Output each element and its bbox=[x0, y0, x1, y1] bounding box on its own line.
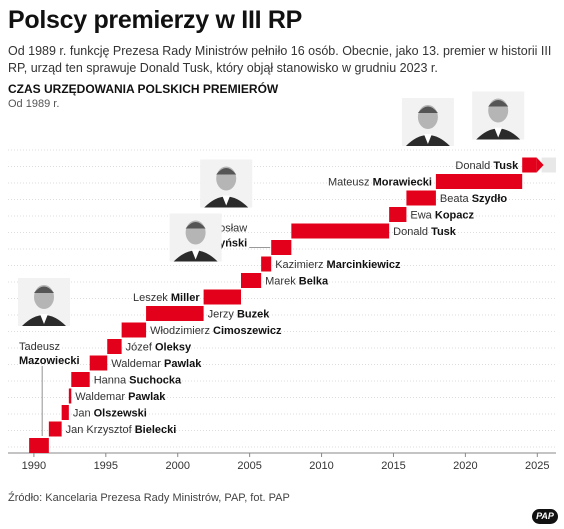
premier-label: Józef Oleksy bbox=[126, 342, 192, 354]
premier-label: Waldemar Pawlak bbox=[75, 391, 166, 403]
premier-label: Hanna Suchocka bbox=[94, 375, 182, 387]
premier-label: Ewa Kopacz bbox=[410, 210, 474, 222]
x-tick-label: 2005 bbox=[237, 460, 261, 472]
term-bar bbox=[61, 405, 69, 420]
term-bar bbox=[271, 240, 292, 255]
page-subtitle: Od 1989 r. funkcję Prezesa Rady Ministró… bbox=[8, 44, 552, 75]
premier-label: Beata Szydło bbox=[440, 193, 508, 205]
chart-title: CZAS URZĘDOWANIA POLSKICH PREMIERÓW bbox=[8, 82, 279, 96]
premier-label: Marek Belka bbox=[265, 276, 329, 288]
x-tick-label: 2000 bbox=[165, 460, 189, 472]
chart-subtitle: Od 1989 r. bbox=[8, 98, 60, 110]
x-tick-label: 2025 bbox=[525, 460, 549, 472]
premier-label: Kazimierz Marcinkiewicz bbox=[275, 259, 401, 271]
term-bar bbox=[406, 190, 436, 206]
x-tick-label: 2015 bbox=[381, 460, 405, 472]
term-bar bbox=[89, 355, 108, 371]
page-title: Polscy premierzy w III RP bbox=[8, 6, 303, 34]
portrait-photo bbox=[18, 278, 70, 326]
premier-label: Włodzimierz Cimoszewicz bbox=[150, 325, 282, 337]
term-bar bbox=[48, 421, 62, 437]
premier-bars bbox=[29, 157, 556, 453]
ongoing-term bbox=[541, 157, 556, 173]
premier-label: Donald Tusk bbox=[393, 226, 457, 238]
premier-label: Tadeusz bbox=[19, 341, 60, 353]
portrait-photo bbox=[472, 91, 525, 140]
premier-label-last: Mazowiecki bbox=[19, 355, 80, 367]
term-bar bbox=[146, 306, 204, 321]
term-bar bbox=[435, 174, 523, 189]
term-bar bbox=[121, 322, 147, 338]
term-bar bbox=[389, 207, 407, 222]
premier-label: Mateusz Morawiecki bbox=[328, 177, 432, 189]
premier-label: Leszek Miller bbox=[133, 292, 200, 304]
x-tick-label: 2010 bbox=[309, 460, 333, 472]
term-bar bbox=[68, 388, 72, 404]
term-bar bbox=[291, 223, 390, 239]
term-bar bbox=[241, 273, 262, 288]
x-tick-label: 2020 bbox=[453, 460, 477, 472]
term-bar-arrow bbox=[536, 157, 544, 173]
source-note: Źródło: Kancelaria Prezesa Rady Ministró… bbox=[8, 492, 290, 504]
premier-label: Donald Tusk bbox=[455, 160, 519, 172]
pap-logo: PAP bbox=[532, 509, 558, 524]
x-tick-label: 1990 bbox=[22, 460, 46, 472]
term-bar bbox=[261, 256, 272, 272]
premier-label: Jan Krzysztof Bielecki bbox=[66, 424, 177, 436]
portrait-photo bbox=[169, 213, 222, 262]
term-bar bbox=[203, 289, 242, 305]
term-bar bbox=[107, 339, 122, 354]
premier-label: Jerzy Buzek bbox=[208, 309, 271, 321]
term-bar bbox=[29, 438, 49, 453]
portrait-photo bbox=[200, 159, 253, 208]
term-bar bbox=[522, 157, 537, 173]
portrait-photo bbox=[401, 98, 454, 146]
premier-label: Waldemar Pawlak bbox=[111, 358, 202, 370]
premier-label: Jan Olszewski bbox=[73, 408, 147, 420]
x-tick-label: 1995 bbox=[94, 460, 118, 472]
term-bar bbox=[71, 372, 90, 387]
